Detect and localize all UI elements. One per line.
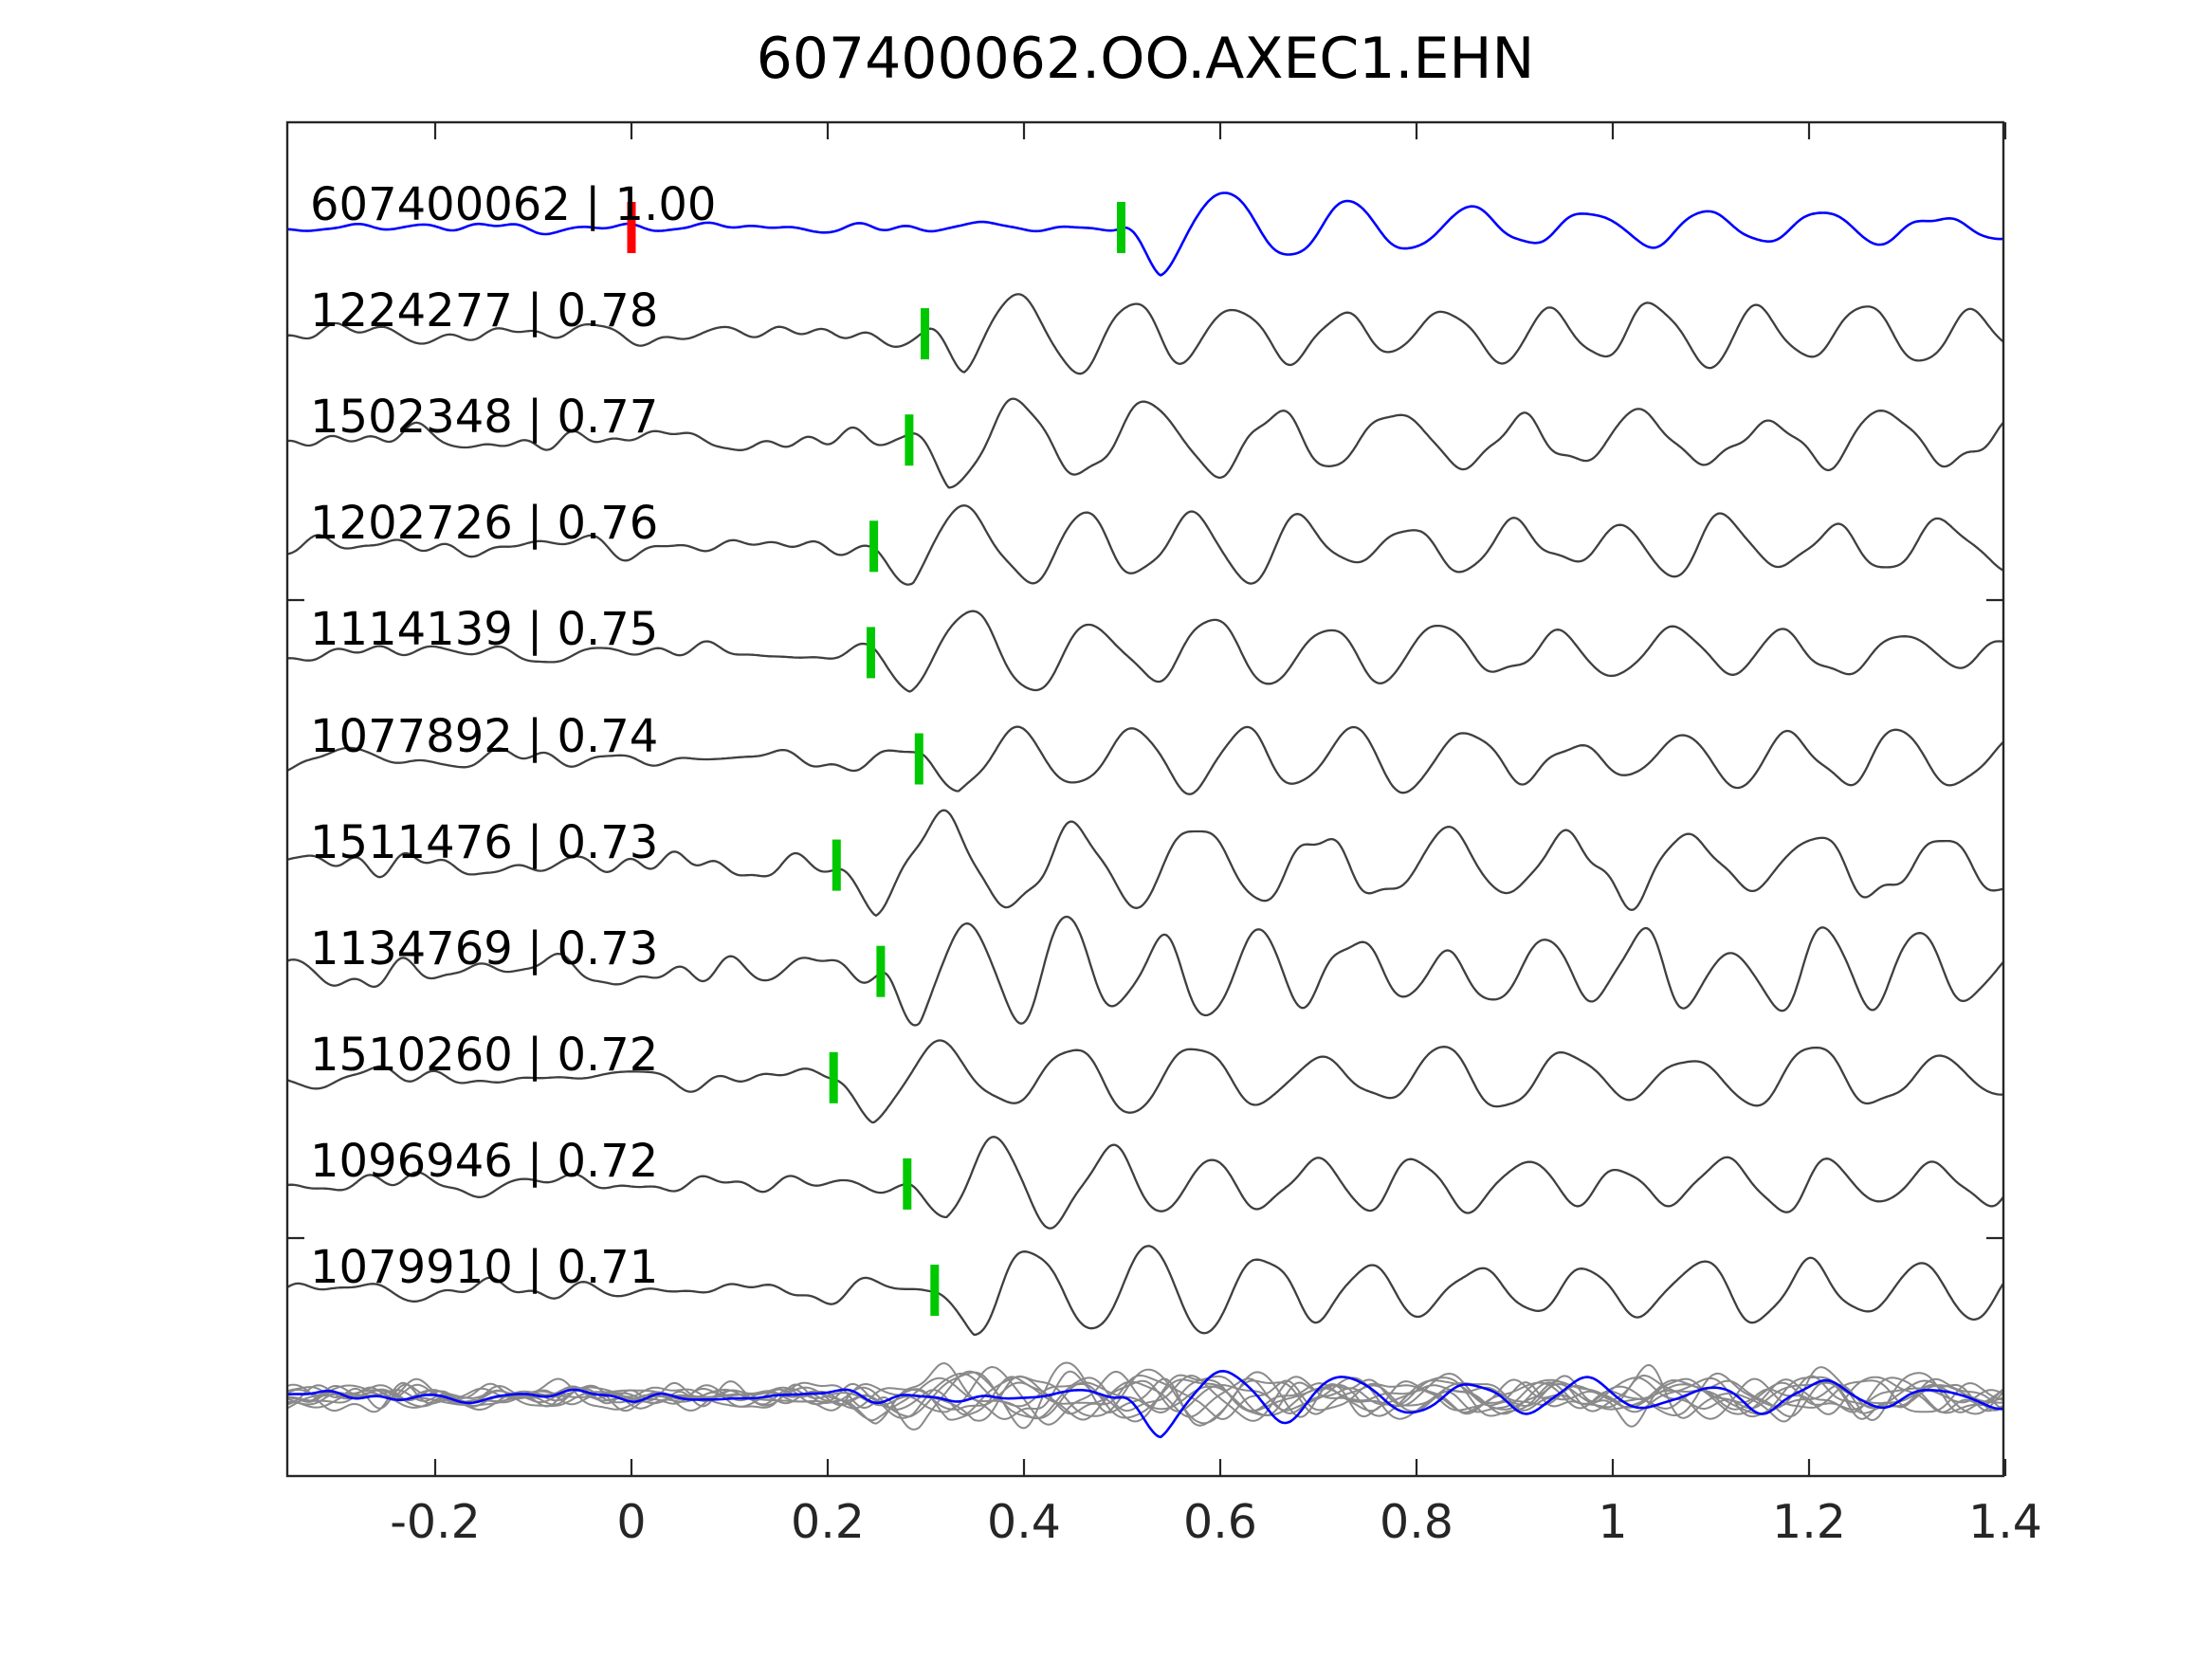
trace-rows — [287, 191, 2003, 1337]
trace-labels: 607400062 | 1.00 1224277 | 0.78 1502348 | … — [310, 178, 716, 1294]
x-tick-label: 1.4 — [1968, 1495, 2042, 1549]
pick-marker — [829, 1051, 838, 1103]
x-tick-label: 0.2 — [791, 1495, 865, 1549]
trace-label: 1224277 | 0.78 — [310, 284, 658, 337]
trace-label: 1502348 | 0.77 — [310, 391, 658, 444]
detection-waveform — [287, 397, 2003, 489]
detection-waveform — [287, 915, 2003, 1027]
pick-marker — [903, 1158, 912, 1210]
axes: -0.2 0 0.2 0.4 0.6 0.8 1 1.2 1.4 — [287, 122, 2042, 1549]
figure-title: 607400062.OO.AXEC1.EHN — [757, 26, 1535, 92]
stack-detection-trace — [287, 1368, 2003, 1425]
trace-label: 1134769 | 0.73 — [310, 922, 658, 975]
trace-row — [287, 191, 2003, 277]
trace-row — [287, 397, 2003, 489]
trace-row — [287, 293, 2003, 375]
pick-marker — [832, 839, 841, 891]
trace-label: 1079910 | 0.71 — [310, 1241, 658, 1294]
stack-detection-trace — [287, 1366, 2003, 1426]
trace-row — [287, 1245, 2003, 1337]
x-tick-label: 0.8 — [1380, 1495, 1453, 1549]
x-tick-label: 0.6 — [1183, 1495, 1257, 1549]
trace-row — [287, 1039, 2003, 1124]
stack-template-trace — [287, 1370, 2003, 1439]
stack-detection-trace — [287, 1376, 2003, 1422]
trace-label: 1096946 | 0.72 — [310, 1135, 658, 1188]
x-tick-label: 1.2 — [1772, 1495, 1846, 1549]
x-tick-label: -0.2 — [390, 1495, 481, 1549]
detection-waveform — [287, 809, 2003, 917]
detection-waveform — [287, 1136, 2003, 1230]
pick-marker — [914, 733, 923, 785]
trace-row — [287, 610, 2003, 693]
detection-waveform — [287, 1245, 2003, 1337]
trace-row — [287, 915, 2003, 1027]
x-tick-label: 0.4 — [987, 1495, 1061, 1549]
stack-detection-trace — [287, 1376, 2003, 1420]
pick-marker — [905, 414, 914, 466]
trace-row — [287, 809, 2003, 917]
trace-label: 1077892 | 0.74 — [310, 710, 658, 763]
template-start-marker — [627, 202, 636, 253]
pick-marker — [867, 627, 875, 679]
trace-row — [287, 725, 2003, 795]
pick-marker — [1117, 202, 1125, 253]
stack-detection-trace — [287, 1371, 2003, 1419]
pick-marker — [921, 308, 929, 360]
pick-marker — [869, 520, 879, 573]
trace-label: 1202726 | 0.76 — [310, 497, 658, 550]
plot-border — [285, 120, 2005, 1478]
detection-waveform — [287, 1039, 2003, 1124]
trace-row — [287, 1136, 2003, 1230]
pick-marker — [930, 1265, 940, 1316]
detection-waveform — [287, 293, 2003, 375]
trace-label: 1510260 | 0.72 — [310, 1029, 658, 1082]
detection-waveform — [287, 504, 2003, 586]
trace-row — [287, 504, 2003, 586]
detection-waveform — [287, 725, 2003, 795]
template-waveform — [287, 191, 2003, 277]
x-tick-label: 0 — [616, 1495, 646, 1549]
stacked-traces — [287, 1361, 2003, 1439]
stack-detection-trace — [287, 1362, 2003, 1428]
x-tick-label: 1 — [1598, 1495, 1627, 1549]
trace-label: 1511476 | 0.73 — [310, 816, 658, 869]
trace-label: 607400062 | 1.00 — [310, 178, 716, 231]
trace-label: 1114139 | 0.75 — [310, 603, 658, 656]
detection-waveform — [287, 610, 2003, 693]
pick-marker — [876, 945, 886, 997]
